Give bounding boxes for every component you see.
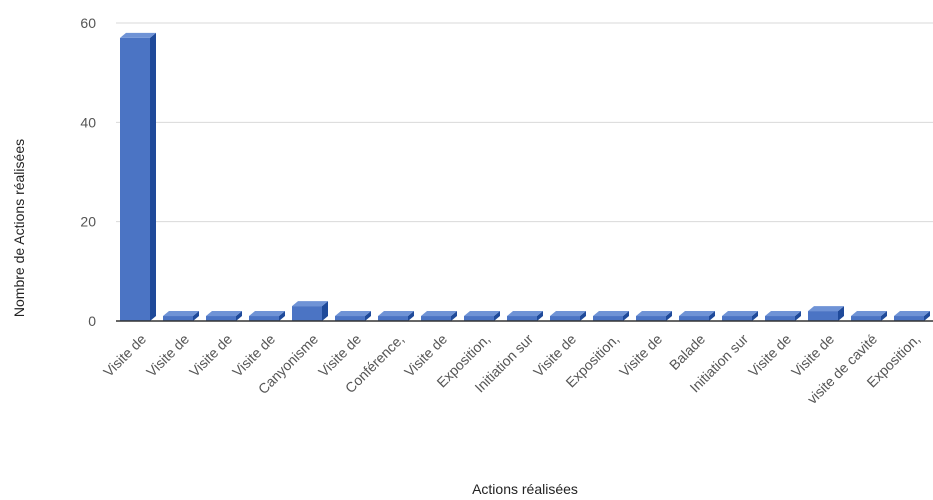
- bar-side: [838, 306, 844, 321]
- bar-side: [150, 32, 156, 322]
- bar-top: [206, 311, 242, 317]
- bar-top: [120, 32, 156, 38]
- bar: [765, 311, 801, 321]
- bar: [851, 311, 887, 321]
- bar-front: [335, 316, 365, 321]
- bar-side: [408, 311, 414, 321]
- bar-side: [365, 311, 371, 321]
- bar-side: [494, 311, 500, 321]
- bar: [292, 301, 328, 321]
- bars: [120, 32, 930, 322]
- y-tick-label: 0: [88, 313, 96, 329]
- bar-front: [421, 316, 451, 321]
- bar: [507, 311, 543, 321]
- bar-top: [249, 311, 285, 317]
- bar-top: [163, 311, 199, 317]
- bar-side: [666, 311, 672, 321]
- bar-side: [924, 311, 930, 321]
- bar-front: [894, 316, 924, 321]
- bar-front: [120, 37, 150, 322]
- bar-front: [464, 316, 494, 321]
- bar-front: [163, 316, 193, 321]
- bar-top: [679, 311, 715, 317]
- bar-side: [709, 311, 715, 321]
- x-tick-label: Visite de: [100, 331, 149, 380]
- bar-side: [236, 311, 242, 321]
- y-axis-title: Nombre de Actions réalisées: [11, 139, 27, 317]
- bar-top: [851, 311, 887, 317]
- bar: [206, 311, 242, 321]
- bar-top: [507, 311, 543, 317]
- bar-top: [550, 311, 586, 317]
- bar-top: [378, 311, 414, 317]
- y-tick-label: 40: [80, 114, 96, 130]
- bar-top: [335, 311, 371, 317]
- bar-front: [593, 316, 623, 321]
- bar-side: [322, 301, 328, 321]
- y-axis-ticks: 0 20 40 60: [80, 15, 96, 329]
- bar-top: [636, 311, 672, 317]
- bar-front: [507, 316, 537, 321]
- bar-top: [808, 306, 844, 312]
- x-tick-label: Visite de: [143, 331, 192, 380]
- bar-front: [636, 316, 666, 321]
- bar: [421, 311, 457, 321]
- bar-side: [795, 311, 801, 321]
- bar-top: [464, 311, 500, 317]
- bar-front: [808, 311, 838, 321]
- bar-side: [580, 311, 586, 321]
- bar-front: [679, 316, 709, 321]
- bar-side: [881, 311, 887, 321]
- bar-top: [593, 311, 629, 317]
- bar: [249, 311, 285, 321]
- bar: [335, 311, 371, 321]
- bar-front: [765, 316, 795, 321]
- bar: [808, 306, 844, 321]
- bar: [550, 311, 586, 321]
- bar: [378, 311, 414, 321]
- x-tick-label: Visite de: [616, 331, 665, 380]
- y-tick-label: 20: [80, 214, 96, 230]
- bar: [593, 311, 629, 321]
- bar-front: [378, 316, 408, 321]
- x-tick-label: Balade: [666, 331, 708, 373]
- bar-side: [752, 311, 758, 321]
- bar-top: [894, 311, 930, 317]
- bar-top: [722, 311, 758, 317]
- bar-top: [292, 301, 328, 307]
- x-tick-label: Visite de: [745, 331, 794, 380]
- bar-top: [421, 311, 457, 317]
- bar-side: [623, 311, 629, 321]
- bar-side: [451, 311, 457, 321]
- bar-front: [550, 316, 580, 321]
- bar-front: [206, 316, 236, 321]
- bar-front: [249, 316, 279, 321]
- bar: [722, 311, 758, 321]
- x-tick-label: Visite de: [186, 331, 235, 380]
- bar: [120, 32, 156, 322]
- bar-side: [537, 311, 543, 321]
- bar: [894, 311, 930, 321]
- y-tick-label: 60: [80, 15, 96, 31]
- gridlines: [116, 22, 933, 223]
- x-axis-title: Actions réalisées: [472, 481, 578, 497]
- bar-top: [765, 311, 801, 317]
- bar: [163, 311, 199, 321]
- bar-front: [722, 316, 752, 321]
- bar-front: [851, 316, 881, 321]
- bar-front: [292, 306, 322, 321]
- bar: [679, 311, 715, 321]
- bar-side: [193, 311, 199, 321]
- bar-side: [279, 311, 285, 321]
- bar: [636, 311, 672, 321]
- bar: [464, 311, 500, 321]
